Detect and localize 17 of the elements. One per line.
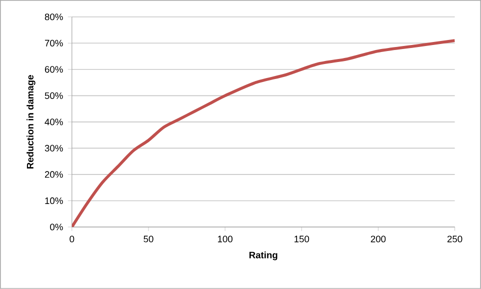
y-tick-label: 70% <box>44 40 63 46</box>
x-tick-label: 150 <box>294 236 310 242</box>
y-tick-label: 50% <box>44 92 63 100</box>
x-tick-label: 100 <box>218 236 232 242</box>
x-tick-label: 0 <box>70 236 74 242</box>
y-tick-label: 60% <box>44 66 63 73</box>
y-tick-label: 0% <box>50 224 63 230</box>
x-tick-label: 50 <box>144 236 154 242</box>
y-tick-label: 40% <box>44 118 63 126</box>
y-tick-label: 80% <box>44 14 63 20</box>
y-tick-label: 20% <box>44 171 63 178</box>
x-tick-label: 200 <box>370 236 386 242</box>
y-tick-label: 10% <box>45 197 63 204</box>
x-tick-label: 250 <box>447 236 462 242</box>
y-tick-label: 30% <box>44 144 63 152</box>
y-axis-title: Reduction in damage <box>26 75 36 169</box>
x-axis-title: Rating <box>249 252 278 260</box>
